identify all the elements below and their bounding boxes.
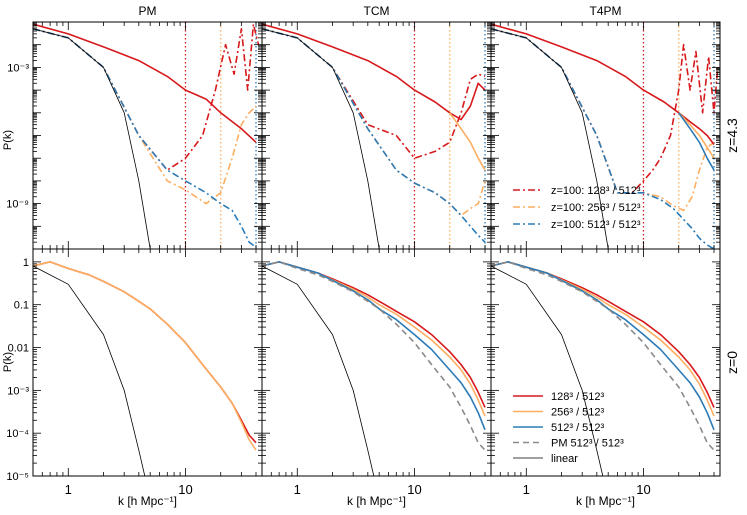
legend-label: z=100: 128³ / 512³ bbox=[551, 185, 641, 197]
y-tick-label: 10⁻³ bbox=[7, 62, 29, 74]
column-title: TCM bbox=[364, 4, 390, 18]
y-axis-label: P(k) bbox=[2, 130, 14, 150]
series-line-orange-solid bbox=[678, 112, 715, 159]
y-tick-label: 10⁻³ bbox=[7, 385, 29, 397]
series-line-red-solid bbox=[33, 23, 257, 143]
panel-frame bbox=[32, 21, 263, 250]
panel-1: TCM bbox=[261, 4, 492, 250]
panel-frame bbox=[490, 248, 721, 477]
x-tick-label: 1 bbox=[65, 482, 72, 497]
series-line-orange-solid bbox=[33, 261, 257, 451]
y-axis-label: P(k) bbox=[2, 352, 14, 372]
legend-label: z=100: 512³ / 512³ bbox=[551, 219, 641, 231]
legend-label: PM 512³ / 512³ bbox=[551, 438, 624, 450]
series-line-black-solid bbox=[491, 265, 604, 476]
panel-0: PM 10⁻³ 10⁻⁹ P(k) bbox=[2, 4, 263, 250]
x-tick-label: 10 bbox=[407, 482, 421, 497]
series-line-blue-solid bbox=[678, 112, 715, 171]
series-line-black-solid bbox=[33, 265, 146, 476]
legend-label: z=100: 256³ / 512³ bbox=[551, 202, 641, 214]
series-line-blue-dashdot bbox=[33, 28, 257, 248]
series-group bbox=[33, 23, 260, 249]
series-line-red-solid bbox=[262, 23, 486, 121]
panel-frame bbox=[32, 248, 263, 477]
x-tick-label: 10 bbox=[636, 482, 650, 497]
column-title: PM bbox=[139, 4, 157, 18]
panel-4: 1 10k [h Mpc⁻¹] bbox=[261, 248, 492, 508]
series-line-blue-dashdot bbox=[491, 28, 715, 249]
series-group bbox=[262, 261, 486, 476]
panel-frame bbox=[261, 21, 492, 250]
y-tick-label: 10⁻⁹ bbox=[6, 199, 29, 211]
panel-5: 1 10k [h Mpc⁻¹] z=0 128³ / 512³ 256³ / 512³ 5… bbox=[490, 248, 740, 508]
y-tick-label: 10⁻⁵ bbox=[6, 471, 29, 483]
series-line-orange-dashdot bbox=[33, 28, 257, 205]
y-tick-label: 0.01 bbox=[8, 343, 29, 355]
panel-frame bbox=[261, 248, 492, 477]
series-line-black-solid bbox=[33, 28, 151, 249]
y-tick-label: 10⁻⁴ bbox=[6, 428, 29, 440]
legend: z=100: 128³ / 512³ z=100: 256³ / 512³ z=10… bbox=[513, 185, 641, 231]
legend-label: 512³ / 512³ bbox=[551, 422, 605, 434]
series-group bbox=[491, 23, 719, 249]
series-line-red-dashdot bbox=[262, 28, 486, 159]
column-title: T4PM bbox=[589, 4, 621, 18]
series-group bbox=[491, 261, 715, 476]
x-axis-label: k [h Mpc⁻¹] bbox=[347, 494, 406, 508]
series-line-blue-solid bbox=[491, 261, 715, 431]
series-line-black-solid bbox=[262, 265, 375, 476]
legend-label: 256³ / 512³ bbox=[551, 407, 605, 419]
legend-label: linear bbox=[551, 453, 578, 465]
series-line-red-solid bbox=[491, 23, 715, 145]
x-axis-label: k [h Mpc⁻¹] bbox=[118, 494, 177, 508]
series-line-black-solid bbox=[491, 28, 609, 249]
series-line-gray-dashed bbox=[262, 261, 486, 451]
series-group bbox=[33, 261, 257, 476]
series-line-gray-dashed bbox=[491, 261, 715, 451]
series-line-red-solid bbox=[33, 261, 257, 444]
x-tick-label: 1 bbox=[523, 482, 530, 497]
row-label: z=0 bbox=[724, 351, 740, 374]
series-line-orange-dashdot bbox=[491, 28, 715, 212]
panel-3: 1 10k [h Mpc⁻¹] 1 0.1 0.01 10⁻³ 10⁻⁴ 10⁻⁵ P(k) bbox=[2, 248, 263, 508]
series-line-black-solid bbox=[262, 28, 380, 249]
row-label: z=4.3 bbox=[724, 118, 740, 153]
series-group bbox=[262, 23, 486, 249]
series-line-orange-solid bbox=[262, 261, 486, 417]
panel-2: T4PM z=4.3 z=100: 128³ / 512³ z=100: 256³ /… bbox=[490, 4, 740, 250]
series-line-red-dashdot bbox=[33, 23, 260, 171]
series-line-orange-dashdot bbox=[262, 28, 486, 217]
x-tick-label: 10 bbox=[178, 482, 192, 497]
series-line-blue-solid bbox=[262, 261, 486, 431]
x-tick-label: 1 bbox=[294, 482, 301, 497]
y-tick-label: 1 bbox=[23, 257, 29, 269]
legend: 128³ / 512³ 256³ / 512³ 512³ / 512³ PM 512³… bbox=[513, 391, 624, 465]
series-line-red-dashdot bbox=[491, 28, 719, 194]
series-line-orange-solid bbox=[449, 112, 486, 171]
x-axis-label: k [h Mpc⁻¹] bbox=[576, 494, 635, 508]
y-tick-label: 0.1 bbox=[14, 300, 29, 312]
legend-label: 128³ / 512³ bbox=[551, 391, 605, 403]
